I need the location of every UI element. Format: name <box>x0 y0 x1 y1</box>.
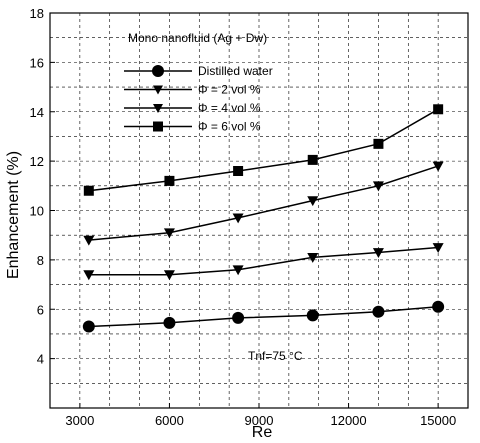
data-point-square <box>307 154 318 165</box>
series-group <box>83 243 444 281</box>
legend: Distilled water Φ = 2 vol % Φ = 4 vol % Φ =… <box>124 64 273 134</box>
data-point-triangle <box>153 85 163 95</box>
series-layer <box>82 104 445 333</box>
y-axis: 4 6 8 10 12 14 16 18 <box>30 6 55 367</box>
data-point-triangle <box>83 235 95 246</box>
data-point-triangle <box>307 196 319 207</box>
x-tick-label: 6000 <box>155 413 184 428</box>
data-point-square <box>164 175 175 186</box>
data-point-circle <box>152 65 164 77</box>
x-tick-label: 12000 <box>330 413 366 428</box>
data-point-circle <box>432 300 445 313</box>
data-point-circle <box>163 316 176 329</box>
grid-lines <box>50 13 468 408</box>
data-point-triangle <box>163 270 175 281</box>
condition-label: Tnf=75 °C <box>248 349 303 363</box>
y-tick-label: 6 <box>37 302 44 317</box>
x-tick-label: 3000 <box>65 413 94 428</box>
series-line <box>88 165 439 241</box>
data-point-square <box>83 185 94 196</box>
series-line <box>88 246 439 276</box>
data-point-circle <box>82 320 95 333</box>
x-axis-title: Re <box>252 424 273 441</box>
data-point-square <box>233 166 244 176</box>
data-point-triangle <box>372 181 384 192</box>
series-group <box>82 300 445 333</box>
x-tick-label: 15000 <box>420 413 456 428</box>
series-group <box>83 161 444 246</box>
data-point-square <box>433 104 444 115</box>
data-point-triangle <box>432 161 444 172</box>
series-group <box>83 104 444 196</box>
data-point-triangle <box>372 248 384 258</box>
y-tick-label: 10 <box>30 204 44 219</box>
legend-label: Φ = 4 vol % <box>198 101 261 115</box>
legend-label: Φ = 6 vol % <box>198 120 261 134</box>
y-tick-label: 4 <box>37 352 44 367</box>
y-tick-label: 8 <box>37 253 44 268</box>
data-point-triangle <box>307 253 319 263</box>
data-point-triangle <box>153 104 163 113</box>
data-point-triangle <box>83 270 95 281</box>
chart-annotation: Mono nanofluid (Ag + Dw) <box>128 31 267 45</box>
data-point-square <box>153 121 163 132</box>
y-axis-title: Enhancement (%) <box>5 151 22 279</box>
series-line <box>88 306 439 328</box>
y-tick-label: 16 <box>30 55 44 70</box>
data-point-triangle <box>232 213 244 224</box>
data-point-circle <box>372 305 385 318</box>
legend-label: Distilled water <box>198 64 273 78</box>
data-point-circle <box>232 311 245 324</box>
legend-label: Φ = 2 vol % <box>198 83 261 97</box>
x-tick-label: 9000 <box>245 413 274 428</box>
x-axis: 3000 6000 9000 12000 15000 <box>65 403 456 428</box>
data-point-triangle <box>232 265 244 276</box>
data-point-circle <box>306 309 319 322</box>
series-line <box>88 108 439 192</box>
y-tick-label: 12 <box>30 154 44 169</box>
y-tick-label: 18 <box>30 6 44 21</box>
y-tick-label: 14 <box>30 105 44 120</box>
data-point-triangle <box>432 243 444 254</box>
data-point-square <box>373 138 384 149</box>
data-point-triangle <box>163 228 175 239</box>
